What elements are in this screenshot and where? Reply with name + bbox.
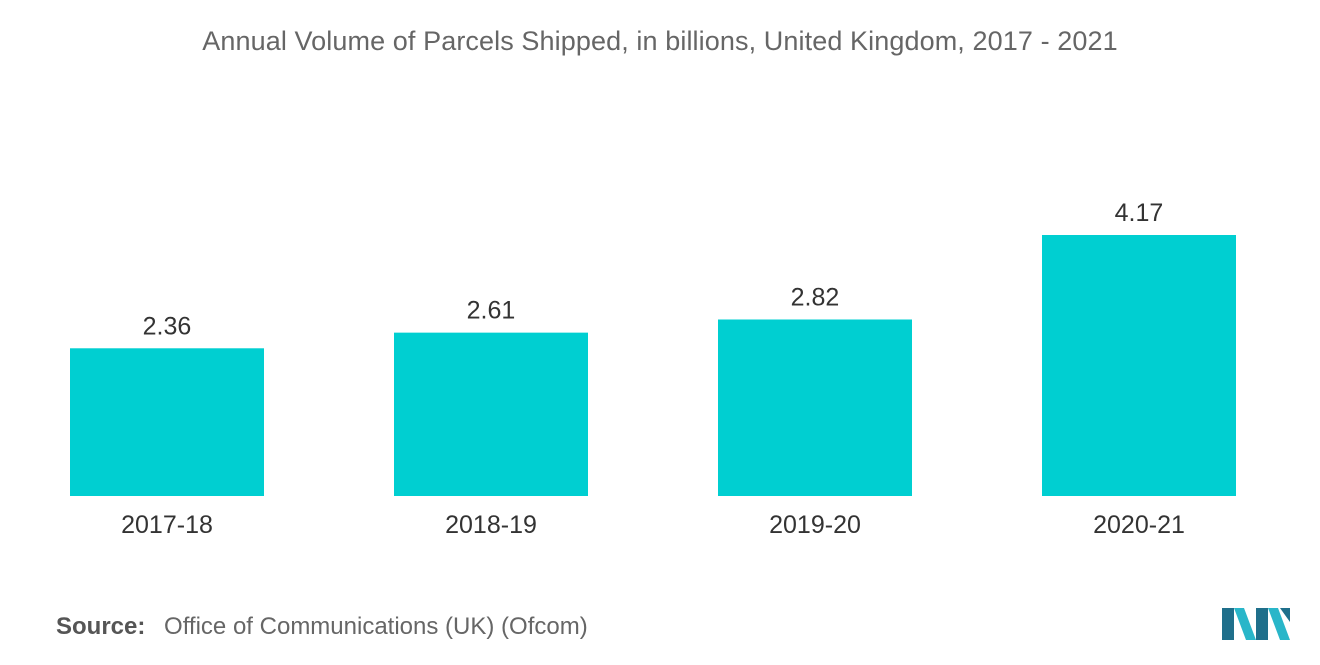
bar-2018-19 (394, 332, 588, 496)
data-label-2018-19: 2.61 (467, 297, 516, 325)
chart-title: Annual Volume of Parcels Shipped, in bil… (202, 26, 1118, 56)
source-text: Office of Communications (UK) (Ofcom) (164, 613, 588, 640)
x-tick-label-2017-18: 2017-18 (121, 511, 213, 539)
data-label-2017-18: 2.36 (143, 312, 192, 340)
data-label-2020-21: 4.17 (1115, 199, 1164, 227)
x-tick-label-2020-21: 2020-21 (1093, 511, 1185, 539)
bar-chart: 2.36 2017-18 2.61 2018-19 2.82 2019-20 4.17 202… (70, 199, 1236, 539)
x-tick-label-2018-19: 2018-19 (445, 511, 537, 539)
bar-2019-20 (718, 319, 912, 496)
source-label: Source: (56, 613, 146, 640)
mordor-intelligence-logo-icon (1222, 608, 1290, 640)
bar-2020-21 (1042, 235, 1236, 496)
data-label-2019-20: 2.82 (791, 283, 840, 311)
bar-2017-18 (70, 348, 264, 496)
source-line: Source: Office of Communications (UK) (O… (56, 613, 588, 641)
x-tick-label-2019-20: 2019-20 (769, 511, 861, 539)
